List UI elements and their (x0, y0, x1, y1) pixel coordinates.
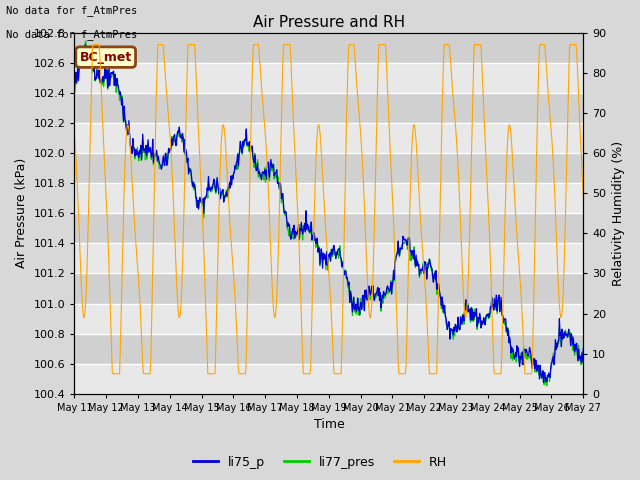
Title: Air Pressure and RH: Air Pressure and RH (253, 15, 405, 30)
Bar (74, 93, 583, 123)
Legend: li75_p, li77_pres, RH: li75_p, li77_pres, RH (188, 451, 452, 474)
Bar (74, 243, 583, 274)
Bar (74, 274, 583, 303)
Y-axis label: Air Pressure (kPa): Air Pressure (kPa) (15, 158, 28, 268)
Text: No data for f_AtmPres: No data for f_AtmPres (6, 5, 138, 16)
Bar (74, 153, 583, 183)
X-axis label: Time: Time (314, 419, 344, 432)
Bar (74, 63, 583, 93)
Text: No data for f_AtmPres: No data for f_AtmPres (6, 29, 138, 40)
Bar (74, 364, 583, 394)
Text: BC_met: BC_met (79, 50, 132, 64)
Y-axis label: Relativity Humidity (%): Relativity Humidity (%) (612, 141, 625, 286)
Bar (74, 33, 583, 63)
Bar (74, 303, 583, 334)
Bar (74, 123, 583, 153)
Bar (74, 334, 583, 364)
Bar (74, 213, 583, 243)
Bar (74, 183, 583, 213)
